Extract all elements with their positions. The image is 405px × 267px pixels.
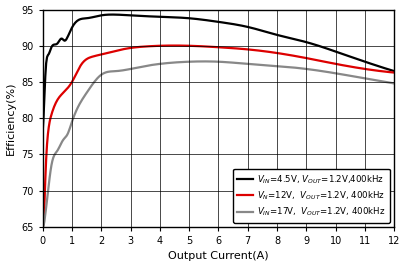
$V_{IN}$=4.5V, $V_{OUT}$=1.2V,400kHz <box>391 69 396 73</box>
$V_{IN}$=17V,  $V_{OUT}$=1.2V, 400kHz <box>262 64 266 67</box>
$V_{IN}$=17V,  $V_{OUT}$=1.2V, 400kHz <box>296 66 301 70</box>
X-axis label: Output Current(A): Output Current(A) <box>168 252 268 261</box>
$V_{N}$=12V,  $V_{OUT}$=1.2V, 400kHz <box>391 71 396 74</box>
Legend: $V_{IN}$=4.5V, $V_{OUT}$=1.2V,400kHz, $V_{N}$=12V,  $V_{OUT}$=1.2V, 400kHz, $V_{: $V_{IN}$=4.5V, $V_{OUT}$=1.2V,400kHz, $V… <box>232 169 389 223</box>
$V_{IN}$=4.5V, $V_{OUT}$=1.2V,400kHz <box>262 30 266 33</box>
$V_{IN}$=17V,  $V_{OUT}$=1.2V, 400kHz <box>179 60 184 64</box>
$V_{IN}$=4.5V, $V_{OUT}$=1.2V,400kHz <box>109 13 114 16</box>
$V_{IN}$=4.5V, $V_{OUT}$=1.2V,400kHz <box>180 16 185 19</box>
$V_{IN}$=17V,  $V_{OUT}$=1.2V, 400kHz <box>391 82 396 85</box>
$V_{IN}$=17V,  $V_{OUT}$=1.2V, 400kHz <box>154 62 159 66</box>
$V_{N}$=12V,  $V_{OUT}$=1.2V, 400kHz <box>180 44 185 47</box>
$V_{IN}$=4.5V, $V_{OUT}$=1.2V,400kHz <box>296 39 301 42</box>
$V_{N}$=12V,  $V_{OUT}$=1.2V, 400kHz <box>40 225 45 229</box>
$V_{N}$=12V,  $V_{OUT}$=1.2V, 400kHz <box>262 50 266 53</box>
$V_{N}$=12V,  $V_{OUT}$=1.2V, 400kHz <box>82 59 87 62</box>
$V_{N}$=12V,  $V_{OUT}$=1.2V, 400kHz <box>296 55 301 58</box>
$V_{IN}$=4.5V, $V_{OUT}$=1.2V,400kHz <box>82 17 87 20</box>
$V_{N}$=12V,  $V_{OUT}$=1.2V, 400kHz <box>294 55 299 58</box>
$V_{IN}$=17V,  $V_{OUT}$=1.2V, 400kHz <box>82 94 87 97</box>
Y-axis label: Efficiency(%): Efficiency(%) <box>6 81 15 155</box>
Line: $V_{IN}$=4.5V, $V_{OUT}$=1.2V,400kHz: $V_{IN}$=4.5V, $V_{OUT}$=1.2V,400kHz <box>43 15 393 133</box>
$V_{N}$=12V,  $V_{OUT}$=1.2V, 400kHz <box>154 44 159 48</box>
Line: $V_{IN}$=17V,  $V_{OUT}$=1.2V, 400kHz: $V_{IN}$=17V, $V_{OUT}$=1.2V, 400kHz <box>43 61 393 227</box>
$V_{IN}$=4.5V, $V_{OUT}$=1.2V,400kHz <box>294 38 299 41</box>
$V_{N}$=12V,  $V_{OUT}$=1.2V, 400kHz <box>171 44 176 47</box>
$V_{IN}$=4.5V, $V_{OUT}$=1.2V,400kHz <box>40 131 45 134</box>
$V_{IN}$=17V,  $V_{OUT}$=1.2V, 400kHz <box>294 66 299 69</box>
Line: $V_{N}$=12V,  $V_{OUT}$=1.2V, 400kHz: $V_{N}$=12V, $V_{OUT}$=1.2V, 400kHz <box>43 46 393 227</box>
$V_{IN}$=17V,  $V_{OUT}$=1.2V, 400kHz <box>40 225 45 229</box>
$V_{IN}$=4.5V, $V_{OUT}$=1.2V,400kHz <box>155 15 160 18</box>
$V_{IN}$=17V,  $V_{OUT}$=1.2V, 400kHz <box>202 60 207 63</box>
